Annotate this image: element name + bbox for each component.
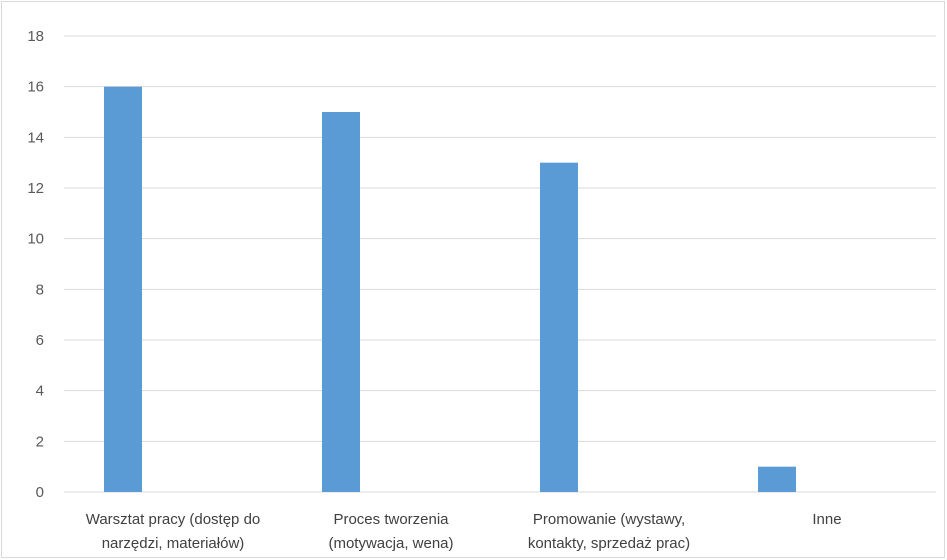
- x-category-label: Inne: [812, 511, 841, 528]
- y-tick-label: 14: [27, 129, 44, 146]
- y-tick-label: 18: [27, 28, 44, 45]
- bar: [322, 112, 360, 492]
- bar: [758, 466, 796, 492]
- x-axis-labels: Warsztat pracy (dostęp do narzędzi, mater…: [86, 511, 842, 552]
- x-category-label-line: (motywacja, wena): [328, 535, 453, 552]
- x-category-label-line: Warsztat pracy (dostęp do: [86, 511, 261, 528]
- x-category-label-line: narzędzi, materiałów): [102, 535, 245, 552]
- y-tick-label: 16: [27, 79, 44, 96]
- y-tick-label: 12: [27, 180, 44, 197]
- y-tick-label: 10: [27, 231, 44, 248]
- bar: [104, 86, 142, 493]
- x-category-label: Promowanie (wystawy, kontakty, sprzedaż p…: [528, 511, 690, 552]
- x-category-label-line: Inne: [812, 511, 841, 528]
- y-axis-ticks: 0 2 4 6 8 10 12 14 16 18: [27, 28, 44, 501]
- x-category-label-line: kontakty, sprzedaż prac): [528, 535, 690, 552]
- y-tick-label: 2: [36, 433, 44, 450]
- x-category-label: Warsztat pracy (dostęp do narzędzi, mater…: [86, 511, 261, 552]
- y-tick-label: 4: [36, 383, 44, 400]
- bars: [104, 86, 796, 493]
- y-tick-label: 8: [36, 281, 44, 298]
- x-category-label: Proces tworzenia (motywacja, wena): [328, 511, 453, 552]
- y-tick-label: 6: [36, 332, 44, 349]
- y-tick-label: 0: [36, 484, 44, 501]
- gridlines: [64, 35, 936, 493]
- x-category-label-line: Promowanie (wystawy,: [533, 511, 685, 528]
- bar: [540, 162, 578, 492]
- x-category-label-line: Proces tworzenia: [333, 511, 449, 528]
